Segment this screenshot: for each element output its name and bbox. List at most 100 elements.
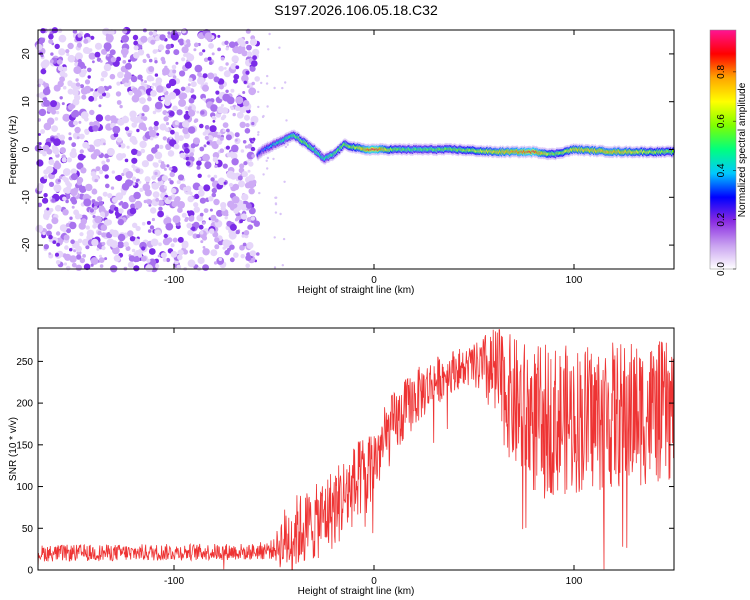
- spectrogram-noise-cell: [123, 241, 129, 248]
- spectrogram-noise-cell: [121, 115, 130, 124]
- spectrogram-noise-cell: [203, 144, 207, 148]
- spectrogram-noise-cell: [38, 108, 47, 117]
- spectrogram-noise-cell: [133, 45, 139, 51]
- spectrogram-noise-cell: [88, 95, 95, 102]
- spectrogram-noise-cell: [239, 244, 245, 251]
- spectrogram-noise-cell: [59, 70, 66, 77]
- spectrogram-noise-cell: [177, 39, 182, 43]
- spectrogram-noise-cell: [284, 145, 288, 149]
- spectrogram-noise-cell: [141, 160, 149, 168]
- spectrogram-noise-cell: [239, 40, 246, 47]
- spectrogram-noise-cell: [239, 121, 246, 128]
- spectrogram-noise-cell: [64, 186, 72, 194]
- spectrogram-noise-cell: [77, 238, 83, 244]
- spectrogram-noise-cell: [80, 167, 87, 174]
- spectrogram-noise-cell: [83, 38, 89, 44]
- spectrogram-noise-cell: [255, 252, 260, 256]
- spectrogram-noise-cell: [39, 37, 45, 44]
- spectrogram-noise-cell: [90, 35, 95, 40]
- spectrogram-noise-cell: [192, 221, 200, 229]
- spectrogram-noise-cell: [146, 258, 151, 263]
- spectrogram-noise-cell: [166, 257, 171, 263]
- spectrogram-noise-cell: [132, 182, 136, 186]
- spectrogram-noise-cell: [184, 86, 192, 93]
- spectrogram-noise-cell: [155, 198, 160, 202]
- spectrogram-noise-cell: [196, 165, 201, 170]
- spectrogram-noise-cell: [181, 46, 189, 54]
- spectrogram-noise-cell: [140, 81, 145, 86]
- spectrogram-noise-cell: [196, 160, 202, 166]
- spectrogram-noise-cell: [279, 212, 282, 216]
- spectrogram-noise-cell: [81, 94, 87, 100]
- spectrogram-noise-cell: [121, 201, 129, 210]
- spectrogram-noise-cell: [151, 147, 158, 154]
- spectrogram-noise-cell: [151, 175, 157, 181]
- spectrogram-noise-cell: [199, 197, 206, 204]
- spectrogram-noise-cell: [79, 185, 87, 193]
- spectrogram-noise-cell: [215, 160, 219, 164]
- spectrogram-noise-cell: [242, 242, 247, 247]
- spectrogram-noise-cell: [197, 256, 205, 265]
- spectrogram-noise-cell: [235, 105, 241, 112]
- spectrogram-noise-cell: [57, 28, 63, 33]
- spectrogram-x-ticks: -100 0 100: [164, 30, 583, 286]
- spectrogram-noise-cell: [154, 151, 163, 160]
- spectrogram-noise-cell: [231, 55, 239, 63]
- spectrogram-noise-cell: [57, 179, 61, 183]
- spectrogram-noise-cell: [210, 249, 218, 257]
- spectrogram-noise-cell: [100, 77, 105, 82]
- spectrogram-noise-cell: [202, 131, 207, 136]
- spectrogram-noise-cell: [80, 111, 89, 120]
- spectrogram-noise-cell: [250, 216, 256, 221]
- spectrogram-noise-cell: [251, 154, 256, 158]
- spectrogram-noise-cell: [177, 174, 185, 181]
- spectrogram-noise-cell: [131, 248, 136, 253]
- spectrogram-noise-cell: [225, 89, 229, 94]
- spectrogram-noise-cell: [62, 209, 69, 216]
- spectrogram-noise-cell: [204, 161, 212, 169]
- spectrogram-noise-cell: [51, 217, 59, 225]
- spectrogram-noise-cell: [119, 104, 123, 109]
- spectrogram-noise-cell: [204, 32, 213, 40]
- spectrogram-noise-cell: [222, 114, 227, 119]
- spectrogram-noise-cell: [162, 136, 167, 141]
- spectrogram-noise-cell: [251, 60, 258, 67]
- spectrogram-noise-cell: [241, 171, 248, 178]
- spectrogram-noise-cell: [240, 254, 245, 259]
- spectrogram-noise-cell: [184, 106, 189, 111]
- spectrogram-noise-cell: [155, 264, 160, 269]
- spectrogram-noise-cell: [95, 114, 104, 122]
- spectrogram-noise-cell: [240, 203, 248, 211]
- spectrogram-noise-cell: [282, 237, 286, 241]
- spectrogram-noise-cell: [202, 49, 206, 53]
- spectrogram-noise-cell: [115, 91, 122, 97]
- spectrogram-noise-cell: [165, 113, 169, 117]
- spectrogram-noise-cell: [74, 62, 78, 66]
- spectrogram-noise-cell: [168, 196, 172, 200]
- spectrogram-noise-cell: [170, 243, 175, 248]
- spectrogram-noise-cell: [121, 182, 130, 191]
- spectrogram-noise-cell: [188, 97, 195, 104]
- spectrogram-noise-cell: [247, 169, 251, 173]
- spectrogram-noise-cell: [161, 60, 166, 65]
- spectrogram-noise-cell: [248, 207, 256, 215]
- spectrogram-noise-cell: [209, 125, 217, 133]
- spectrogram-noise-cell: [86, 229, 95, 237]
- spectrogram-noise-cell: [67, 88, 74, 95]
- spectrogram-noise-cell: [125, 246, 131, 251]
- spectrogram-noise-cell: [183, 53, 187, 57]
- spectrogram-noise-cell: [69, 150, 78, 159]
- spectrogram-noise-cell: [170, 188, 177, 194]
- spectrogram-noise-cell: [115, 192, 124, 201]
- spectrogram-noise-cell: [58, 48, 66, 56]
- spectrogram-noise: [34, 26, 289, 273]
- snr-y-tick-label: 150: [16, 440, 33, 451]
- spectrogram-noise-cell: [73, 66, 82, 75]
- spectrogram-noise-cell: [217, 177, 226, 186]
- spectrogram-noise-cell: [222, 129, 226, 133]
- spectrogram-noise-cell: [142, 104, 150, 113]
- spectrogram-noise-cell: [165, 122, 170, 126]
- spectrogram-noise-cell: [150, 207, 157, 214]
- spectrogram-noise-cell: [165, 43, 172, 50]
- spectrogram-noise-cell: [127, 230, 134, 237]
